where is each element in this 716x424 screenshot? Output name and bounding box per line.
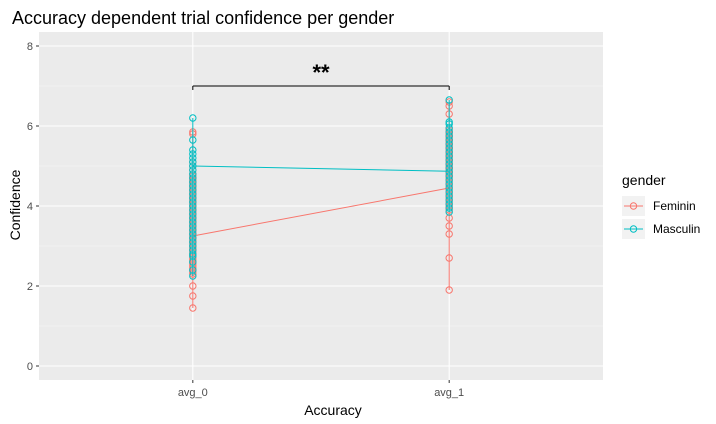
data-point [189, 182, 197, 190]
data-point [445, 196, 453, 204]
data-point [189, 190, 197, 198]
data-point [445, 128, 453, 136]
data-point [445, 152, 453, 160]
data-point [445, 172, 453, 180]
chart-title: Accuracy dependent trial confidence per … [12, 8, 394, 28]
data-point [189, 218, 197, 226]
data-point [189, 150, 197, 158]
y-tick-label: 2 [27, 281, 33, 293]
data-point [445, 140, 453, 148]
data-point [445, 188, 453, 196]
data-point [189, 206, 197, 214]
y-tick-label: 0 [27, 361, 33, 373]
legend: gender Feminin Masculin [622, 172, 700, 239]
legend-label: Feminin [653, 199, 696, 213]
significance-label: ** [312, 60, 330, 85]
data-point [189, 162, 197, 170]
data-point [445, 118, 453, 126]
data-point [189, 166, 197, 174]
x-tick-label: avg_0 [178, 387, 208, 399]
data-point [189, 282, 197, 290]
data-point [189, 222, 197, 230]
data-point [189, 154, 197, 162]
x-tick-label: avg_1 [434, 387, 464, 399]
x-axis-title: Accuracy [304, 402, 362, 418]
data-point [189, 136, 197, 144]
y-axis-title: Confidence [7, 169, 23, 240]
data-point [445, 222, 453, 230]
data-point [445, 176, 453, 184]
data-point [189, 202, 197, 210]
data-point [189, 146, 197, 154]
data-point [445, 230, 453, 238]
data-point [445, 136, 453, 144]
data-point [445, 286, 453, 294]
data-point [189, 210, 197, 218]
data-point [189, 266, 197, 274]
mean-line [192, 187, 450, 237]
y-tick-label: 8 [27, 41, 33, 53]
y-axis: 0 2 4 6 8 [27, 41, 39, 373]
data-point [445, 184, 453, 192]
legend-label: Masculin [653, 222, 700, 236]
data-point [189, 158, 197, 166]
data-point [445, 180, 453, 188]
data-point [445, 208, 453, 216]
data-point [189, 214, 197, 222]
data-point [445, 120, 453, 128]
data-point [189, 170, 197, 178]
data-point [189, 198, 197, 206]
data-point [189, 238, 197, 246]
data-point [189, 226, 197, 234]
data-point [445, 200, 453, 208]
data-point [189, 230, 197, 238]
legend-title: gender [622, 172, 666, 188]
legend-key-point [629, 225, 638, 233]
data-point [189, 186, 197, 194]
data-point [189, 178, 197, 186]
data-point [445, 192, 453, 200]
data-point [189, 194, 197, 202]
y-tick-label: 6 [27, 121, 33, 133]
x-axis: avg_0 avg_1 [178, 380, 464, 399]
y-tick-label: 4 [27, 201, 33, 213]
data-point [445, 204, 453, 212]
legend-key-point [629, 202, 638, 210]
data-point [445, 144, 453, 152]
data-point [445, 160, 453, 168]
data-point [445, 164, 453, 172]
data-point [189, 304, 197, 312]
data-point [189, 114, 197, 122]
legend-item-masculin: Masculin [622, 219, 700, 239]
data-point [445, 96, 453, 104]
data-point [445, 168, 453, 176]
plot-panel: ** [39, 32, 603, 380]
data-point [189, 250, 197, 258]
data-point [445, 156, 453, 164]
data-point [445, 148, 453, 156]
legend-item-feminin: Feminin [622, 196, 696, 216]
data-point [189, 246, 197, 254]
data-point [189, 242, 197, 250]
data-point [189, 292, 197, 300]
data-point [445, 132, 453, 140]
mean-line [192, 165, 450, 172]
data-point [189, 174, 197, 182]
data-point [189, 234, 197, 242]
series-masculin [189, 96, 453, 280]
data-point [445, 254, 453, 262]
